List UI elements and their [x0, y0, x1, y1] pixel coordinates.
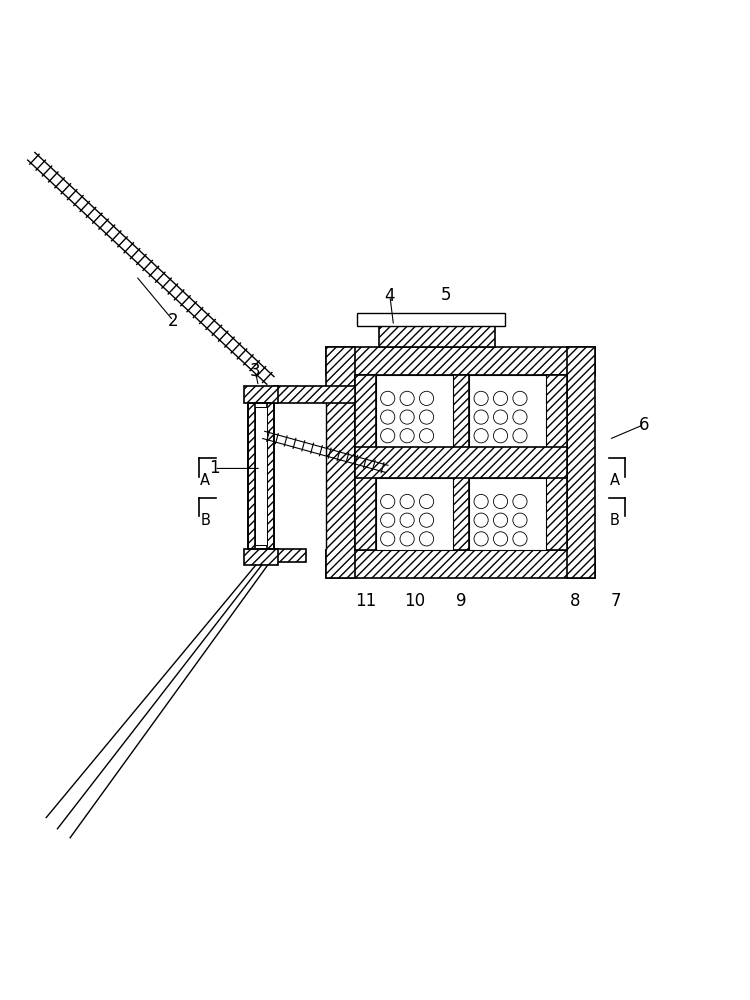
Bar [326, 347, 596, 375]
Text: 1: 1 [209, 459, 220, 477]
Bar [248, 403, 274, 549]
Bar [357, 313, 505, 326]
Text: B: B [610, 513, 620, 528]
Bar [376, 478, 453, 550]
Bar [274, 549, 305, 562]
Bar [453, 375, 470, 550]
Text: 6: 6 [639, 416, 650, 434]
Text: 9: 9 [456, 592, 466, 610]
Text: 2: 2 [168, 312, 178, 330]
Bar [326, 550, 596, 578]
Bar [355, 375, 567, 550]
Bar [244, 549, 278, 565]
Bar [355, 447, 567, 478]
Text: 7: 7 [611, 592, 622, 610]
Bar [355, 375, 376, 550]
Text: B: B [200, 513, 210, 528]
Text: A: A [610, 473, 620, 488]
Bar [567, 347, 596, 578]
Bar [244, 386, 278, 403]
Bar [379, 326, 496, 347]
Text: 3: 3 [251, 362, 261, 380]
Text: 8: 8 [570, 592, 580, 610]
Bar [326, 347, 355, 578]
Text: 10: 10 [404, 592, 424, 610]
Text: 11: 11 [355, 592, 376, 610]
Bar [274, 403, 326, 549]
Bar [376, 375, 453, 447]
Bar [546, 375, 567, 550]
Bar [255, 407, 267, 545]
Text: 4: 4 [385, 287, 395, 305]
Bar [470, 478, 546, 550]
Bar [274, 386, 355, 403]
Text: A: A [200, 473, 211, 488]
Bar [248, 403, 255, 549]
Bar [267, 403, 274, 549]
Bar [470, 375, 546, 447]
Text: 5: 5 [441, 286, 452, 304]
